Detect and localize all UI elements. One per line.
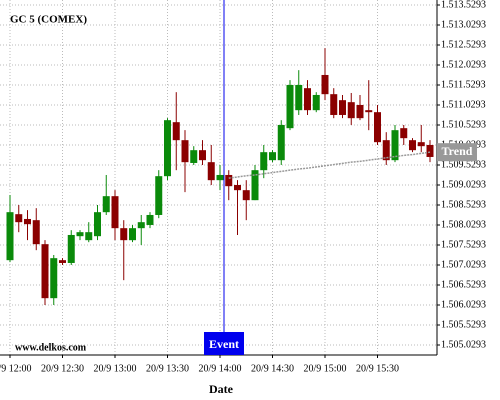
candle-body <box>24 218 31 225</box>
candle-body <box>137 222 145 229</box>
candle-body <box>269 152 276 161</box>
candle-body <box>216 174 224 181</box>
y-tick-label: 1.506.0293 <box>441 299 486 310</box>
candle-body <box>295 84 303 111</box>
candle-body <box>181 140 189 163</box>
candle-body <box>400 128 408 139</box>
candle-body <box>417 142 425 147</box>
x-tick-label: 20/9 15:30 <box>356 363 399 374</box>
y-tick-label: 1.513.5293 <box>441 0 486 10</box>
candle-body <box>67 234 75 263</box>
candle-body <box>260 152 268 171</box>
candle-body <box>155 176 163 215</box>
candle-body <box>164 120 171 177</box>
candle-body <box>225 174 233 187</box>
x-tick-label: 20/9 15:00 <box>303 363 346 374</box>
y-tick-label: 1.508.5293 <box>441 199 486 210</box>
candle-body <box>129 228 136 241</box>
candle-body <box>356 104 364 119</box>
x-tick-label: 20/9 14:00 <box>198 363 241 374</box>
y-tick-label: 1.506.5293 <box>441 279 486 290</box>
y-tick-label: 1.510.5293 <box>441 119 486 130</box>
candle-body <box>242 190 250 201</box>
event-label-box <box>204 332 244 355</box>
x-tick-label: 20/9 12:00 <box>0 363 32 374</box>
x-tick-label: 20/9 13:00 <box>93 363 136 374</box>
candle-body <box>312 94 320 111</box>
marks <box>6 0 434 355</box>
candle-body <box>190 150 198 163</box>
candle-body <box>382 140 390 161</box>
candle-body <box>59 260 66 263</box>
trend-line <box>228 151 431 179</box>
trend-label: Trend <box>442 144 473 158</box>
candle-body <box>111 196 119 229</box>
y-tick-label: 1.512.5293 <box>441 39 486 50</box>
candle-body <box>207 162 215 181</box>
candle-body <box>426 144 434 157</box>
y-tick-label: 1.509.0293 <box>441 179 486 190</box>
y-tick-label: 1.508.0293 <box>441 219 486 230</box>
candle-body <box>277 124 285 161</box>
x-tick-label: 20/9 13:30 <box>146 363 189 374</box>
y-tick-label: 1.507.0293 <box>441 259 486 270</box>
y-tick-label: 1.511.0293 <box>441 99 486 110</box>
y-tick-label: 1.512.0293 <box>441 59 486 70</box>
candle-body <box>85 232 93 241</box>
y-tick-label: 1.511.5293 <box>441 79 486 90</box>
candle-body <box>32 220 40 245</box>
candle-body <box>102 196 110 213</box>
y-tick-label: 1.513.0293 <box>441 19 486 30</box>
candle-body <box>6 212 14 261</box>
candle-body <box>234 184 241 191</box>
chart-title: GC 5 (COMEX) <box>10 14 87 26</box>
x-tick-label: 20/9 14:30 <box>251 363 294 374</box>
candle-body <box>374 112 381 143</box>
candle-body <box>304 88 311 111</box>
event-label: Event <box>209 337 239 351</box>
candle-body <box>251 170 259 201</box>
labels: 1.513.5293 1.513.0293 1.512.5293 1.512.0293… <box>0 0 486 374</box>
candle-body <box>339 100 346 115</box>
y-tick-label: 1.505.0293 <box>441 339 486 350</box>
candle-body <box>199 150 206 161</box>
x-tick-label: 20/9 12:30 <box>41 363 84 374</box>
y-tick-label: 1.505.5293 <box>441 319 486 330</box>
candle-body <box>391 130 399 161</box>
candle-body <box>330 94 338 115</box>
watermark: www.delkos.com <box>15 342 87 353</box>
candle-body <box>172 122 180 141</box>
candle-body <box>94 212 101 237</box>
candle-body <box>120 228 128 241</box>
candle-body <box>409 140 416 151</box>
candle-body <box>321 74 329 95</box>
candle-body <box>50 258 58 299</box>
y-tick-label: 1.507.5293 <box>441 239 486 250</box>
candle-body <box>76 232 84 237</box>
y-tick-label: 1.509.5293 <box>441 159 486 170</box>
candle-body <box>146 214 154 225</box>
candle-body <box>15 214 23 223</box>
candle-body <box>347 102 355 119</box>
candle-body <box>286 84 294 129</box>
x-axis-label: Date <box>209 382 234 396</box>
candle-body <box>365 110 373 113</box>
candle-body <box>41 244 49 299</box>
trend-label-box <box>437 143 477 162</box>
